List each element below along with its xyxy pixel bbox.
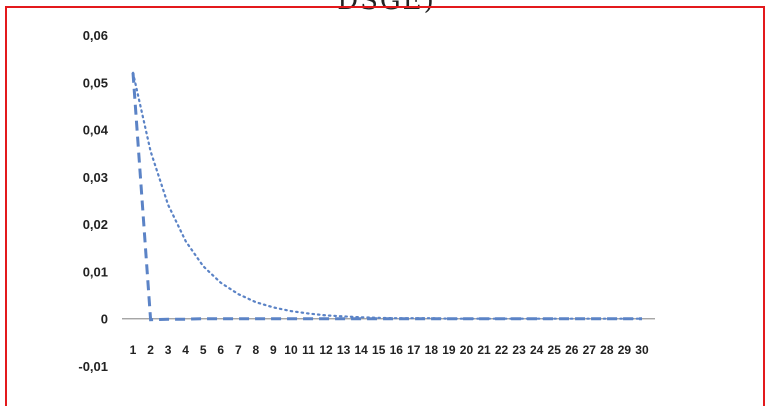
y-tick-label: 0,05 bbox=[83, 75, 108, 90]
x-tick-label: 7 bbox=[235, 343, 242, 357]
x-tick-label: 16 bbox=[390, 343, 404, 357]
x-tick-label: 29 bbox=[618, 343, 632, 357]
x-tick-label: 28 bbox=[600, 343, 614, 357]
y-tick-label: 0,04 bbox=[83, 123, 109, 138]
x-tick-label: 3 bbox=[165, 343, 172, 357]
series-layer bbox=[131, 71, 644, 322]
x-tick-label: 23 bbox=[512, 343, 526, 357]
y-axis-ticks: 0,06 0,05 0,04 0,03 0,02 0,01 0 -0,01 bbox=[78, 28, 108, 374]
x-tick-label: 9 bbox=[270, 343, 277, 357]
x-tick-label: 26 bbox=[565, 343, 579, 357]
x-tick-label: 1 bbox=[130, 343, 137, 357]
x-tick-label: 24 bbox=[530, 343, 544, 357]
y-tick-label: 0,02 bbox=[83, 217, 108, 232]
x-tick-label: 11 bbox=[302, 343, 315, 357]
x-tick-label: 5 bbox=[200, 343, 207, 357]
x-tick-label: 18 bbox=[425, 343, 439, 357]
x-tick-label: 12 bbox=[319, 343, 333, 357]
figure-caption-fragment: DSGE) bbox=[337, 0, 436, 16]
y-tick-label: 0 bbox=[101, 312, 108, 327]
x-tick-label: 14 bbox=[354, 343, 368, 357]
figure-frame bbox=[5, 6, 765, 406]
x-tick-label: 20 bbox=[460, 343, 474, 357]
y-tick-label: 0,03 bbox=[83, 170, 108, 185]
x-tick-label: 4 bbox=[182, 343, 189, 357]
x-tick-label: 15 bbox=[372, 343, 386, 357]
x-axis-ticks: 1 2 3 4 5 6 7 8 9 10 11 12 13 14 15 16 17 18 19 20 21 22 23 24 2… bbox=[130, 343, 649, 357]
x-tick-label: 22 bbox=[495, 343, 509, 357]
x-tick-label: 27 bbox=[583, 343, 597, 357]
x-tick-label: 17 bbox=[407, 343, 421, 357]
x-tick-label: 30 bbox=[635, 343, 649, 357]
x-tick-label: 21 bbox=[477, 343, 491, 357]
y-tick-label: 0,06 bbox=[83, 28, 108, 43]
y-tick-label: 0,01 bbox=[83, 264, 108, 279]
x-tick-label: 10 bbox=[284, 343, 298, 357]
x-tick-label: 8 bbox=[253, 343, 260, 357]
x-tick-label: 25 bbox=[548, 343, 562, 357]
series-line-dashed bbox=[131, 72, 642, 322]
x-tick-label: 2 bbox=[147, 343, 154, 357]
x-tick-label: 19 bbox=[442, 343, 456, 357]
series-line-dotted bbox=[131, 71, 644, 320]
x-tick-label: 6 bbox=[217, 343, 224, 357]
x-tick-label: 13 bbox=[337, 343, 351, 357]
y-tick-label: -0,01 bbox=[78, 359, 108, 374]
